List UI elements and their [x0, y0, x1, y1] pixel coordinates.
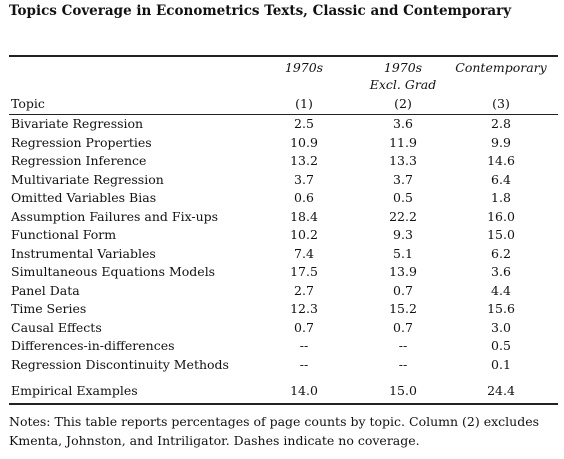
table-row-col1: 0.7 [294, 319, 314, 335]
col2-number: (2) [394, 96, 412, 111]
table-row-topic: Functional Form [11, 227, 117, 242]
table-row-col2: 5.1 [393, 245, 413, 261]
table-row-col2: 9.3 [393, 227, 413, 242]
table-row-col1: -- [299, 356, 309, 372]
table-row-col1: 10.9 [290, 134, 318, 150]
table-row-col2: 13.9 [389, 264, 417, 279]
col3-number: (3) [492, 96, 510, 111]
table-row-col1: 17.5 [290, 264, 318, 279]
table-row-col1: 7.4 [294, 245, 314, 261]
table-row-col2: 15.2 [389, 301, 417, 316]
table-row-col1: 3.7 [294, 171, 314, 187]
table-row-col2: 3.7 [393, 171, 413, 187]
table-row-col1: 18.4 [290, 208, 318, 224]
table-row-topic: Panel Data [11, 282, 80, 298]
empirical-col3: 24.4 [487, 383, 515, 398]
table-row-topic: Regression Inference [11, 153, 147, 168]
table-row-col3: 3.6 [491, 264, 511, 279]
header-rule [9, 114, 558, 115]
topic-column-header: Topic [11, 96, 45, 111]
table-row-col3: 6.2 [491, 245, 511, 261]
table-row-topic: Regression Properties [11, 134, 152, 150]
table-row-col2: 0.7 [393, 282, 413, 298]
table-row-col3: 14.6 [487, 153, 515, 168]
table-row-col2: 11.9 [389, 134, 417, 150]
top-rule [9, 55, 558, 57]
table-row-col2: 3.6 [393, 116, 413, 131]
table-row-topic: Instrumental Variables [11, 245, 156, 261]
table-row-col1: 0.6 [294, 190, 314, 205]
col1-number: (1) [295, 96, 313, 111]
table-notes: Notes: This table reports percentages of… [9, 414, 540, 448]
col3-header: Contemporary [455, 60, 547, 75]
table-row-topic: Assumption Failures and Fix-ups [11, 208, 219, 224]
table-row-col1: 2.7 [294, 282, 314, 298]
table-row-col1: 10.2 [290, 227, 318, 242]
table-row-col3: 3.0 [491, 319, 511, 335]
table-row-col3: 16.0 [487, 208, 515, 224]
table-row-col1: -- [299, 338, 309, 353]
table-row-col2: -- [398, 356, 408, 372]
table-row-col2: 22.2 [389, 208, 417, 224]
empirical-col1: 14.0 [290, 383, 318, 398]
table-row-col3: 15.0 [487, 227, 515, 242]
table-row-col1: 12.3 [290, 301, 318, 316]
table-row-col3: 4.4 [491, 282, 511, 298]
table-row-col3: 15.6 [487, 301, 515, 316]
table-row-col3: 0.5 [491, 338, 511, 353]
col2-subheader: Excl. Grad [369, 77, 437, 92]
col1-header: 1970s [284, 60, 324, 75]
table-row-topic: Differences-in-differences [11, 338, 175, 353]
col2-header: 1970s [383, 60, 423, 75]
table-row-col1: 13.2 [290, 153, 318, 168]
table-row-topic: Causal Effects [11, 319, 102, 335]
table-row-col3: 1.8 [491, 190, 511, 205]
table-row-topic: Time Series [11, 301, 87, 316]
table-row-col3: 0.1 [491, 356, 511, 372]
empirical-col2: 15.0 [389, 383, 417, 398]
table-row-col1: 2.5 [294, 116, 314, 131]
table-row-topic: Simultaneous Equations Models [11, 264, 216, 279]
table-row-col2: 13.3 [389, 153, 417, 168]
table-row-col3: 6.4 [491, 171, 511, 187]
table-row-topic: Multivariate Regression [11, 171, 164, 187]
table-row-topic: Omitted Variables Bias [11, 190, 157, 205]
table-row-col2: 0.7 [393, 319, 413, 335]
table-row-topic: Bivariate Regression [11, 116, 144, 131]
table-row-col3: 9.9 [491, 134, 511, 150]
table-row-col2: -- [398, 338, 408, 353]
empirical-label: Empirical Examples [11, 383, 138, 398]
table-row-topic: Regression Discontinuity Methods [11, 356, 229, 372]
table-title: Topics Coverage in Econometrics Texts, C… [9, 3, 512, 19]
table-row-col2: 0.5 [393, 190, 413, 205]
bottom-rule [9, 403, 558, 405]
table-row-col3: 2.8 [491, 116, 511, 131]
